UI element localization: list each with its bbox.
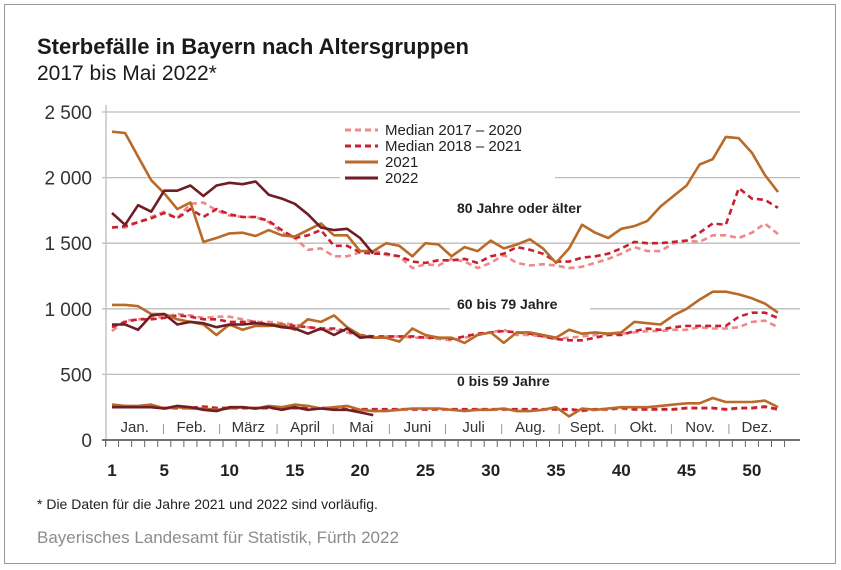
month-label: Mai — [349, 419, 373, 436]
y-tick-label: 500 — [60, 365, 92, 386]
month-label: Nov. — [685, 419, 715, 436]
month-label: Okt. — [630, 419, 658, 436]
month-label: Feb. — [177, 419, 207, 436]
series-line-m1821-group-1 — [111, 186, 779, 265]
footnote: * Die Daten für die Jahre 2021 und 2022 … — [37, 496, 378, 512]
month-label: Juli — [462, 419, 485, 436]
month-label: März — [232, 419, 265, 436]
legend-background — [340, 138, 555, 154]
series-line-m1821-group-2 — [111, 311, 779, 342]
legend-label: Median 2018 – 2021 — [385, 138, 522, 155]
x-tick-label: 5 — [160, 461, 169, 480]
x-tick-label: 30 — [481, 461, 500, 480]
legend-label: 2021 — [385, 154, 418, 171]
x-tick-label: 1 — [107, 461, 116, 480]
legend-label: Median 2017 – 2020 — [385, 122, 522, 139]
legend-background — [340, 170, 555, 186]
group-label: 0 bis 59 Jahre — [457, 373, 550, 389]
label-background — [450, 294, 590, 314]
chart-title: Sterbefälle in Bayern nach Altersgruppen — [37, 34, 469, 59]
series-line-y2021-group-1 — [111, 130, 780, 265]
series-line-y2021-group-2 — [112, 290, 779, 345]
month-label: April — [290, 419, 320, 436]
source-note: Bayerisches Landesamt für Statistik, Für… — [37, 528, 399, 547]
legend-label: 2022 — [385, 170, 418, 187]
legend-background — [340, 122, 555, 138]
x-tick-label: 10 — [220, 461, 239, 480]
month-label: Aug. — [515, 419, 546, 436]
y-tick-label: 1 000 — [44, 300, 92, 321]
x-tick-label: 15 — [285, 461, 304, 480]
group-label: 80 Jahre oder älter — [457, 200, 582, 216]
series-line-m1720-group-2 — [111, 312, 779, 342]
month-label: Dez. — [742, 419, 773, 436]
x-tick-label: 25 — [416, 461, 435, 480]
group-label: 60 bis 79 Jahre — [457, 296, 558, 312]
x-tick-label: 35 — [547, 461, 566, 480]
y-tick-label: 1 500 — [44, 234, 92, 255]
x-tick-label: 45 — [677, 461, 696, 480]
month-label: Juni — [404, 419, 432, 436]
month-label: Jan. — [121, 419, 149, 436]
x-tick-label: 40 — [612, 461, 631, 480]
series-line-y2022-group-2 — [112, 312, 374, 339]
y-tick-label: 2 500 — [44, 103, 92, 124]
y-tick-label: 0 — [81, 431, 92, 452]
month-label: Sept. — [570, 419, 605, 436]
series-line-y2022-group-1 — [111, 180, 375, 255]
chart-frame — [4, 4, 836, 564]
series-line-y2022-group-3 — [112, 404, 374, 417]
x-tick-label: 50 — [742, 461, 761, 480]
x-tick-label: 20 — [351, 461, 370, 480]
series-line-m1720-group-1 — [112, 201, 779, 270]
legend-background — [340, 154, 555, 170]
y-tick-label: 2 000 — [44, 169, 92, 190]
chart-subtitle: 2017 bis Mai 2022* — [37, 62, 217, 85]
